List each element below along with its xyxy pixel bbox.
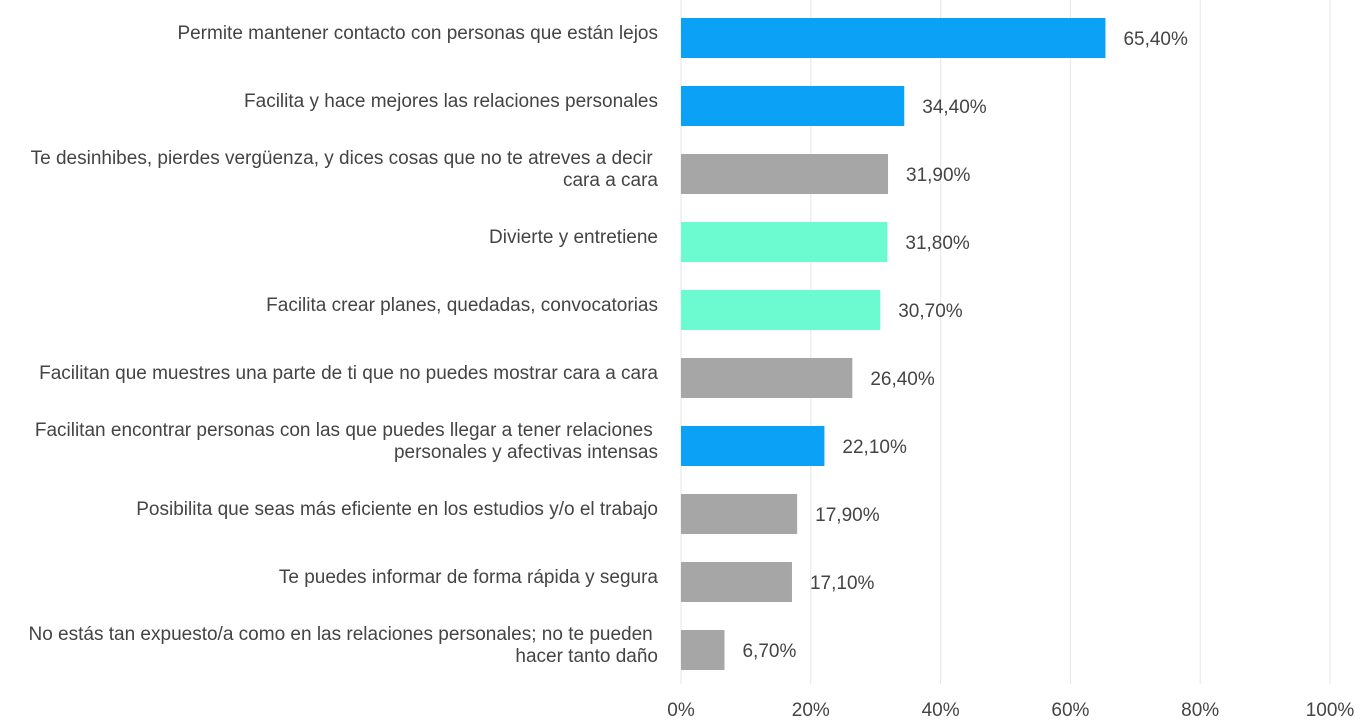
- label-line: Posibilita que seas más eficiente en los…: [136, 499, 658, 520]
- bar: [681, 426, 825, 466]
- value-label: 26,40%: [870, 369, 935, 390]
- y-tick-label: Divierte y entretiene: [489, 227, 658, 248]
- value-label: 31,90%: [906, 165, 971, 186]
- y-tick-label: Facilitan encontrar personas con las que…: [35, 420, 658, 463]
- y-tick-label: Posibilita que seas más eficiente en los…: [136, 499, 658, 520]
- y-tick-label: Te puedes informar de forma rápida y seg…: [279, 567, 659, 588]
- bar: [681, 358, 853, 398]
- y-tick-label: Facilita y hace mejores las relaciones p…: [244, 91, 658, 112]
- x-tick-label: 40%: [922, 700, 960, 721]
- label-line: Te desinhibes, pierdes vergüenza, y dice…: [31, 148, 658, 169]
- value-label: 65,40%: [1123, 29, 1188, 50]
- label-line: No estás tan expuesto/a como en las rela…: [28, 624, 658, 645]
- value-label: 17,10%: [810, 573, 875, 594]
- bar: [681, 494, 798, 534]
- bar: [681, 18, 1106, 58]
- label-line: personales y afectivas intensas: [394, 442, 658, 463]
- label-line: Te puedes informar de forma rápida y seg…: [279, 567, 659, 588]
- label-line: Facilitan encontrar personas con las que…: [35, 420, 658, 441]
- value-label: 6,70%: [742, 641, 796, 662]
- value-label: 31,80%: [905, 233, 970, 254]
- bar: [681, 86, 905, 126]
- label-line: Facilita y hace mejores las relaciones p…: [244, 91, 658, 112]
- x-tick-label: 80%: [1181, 700, 1219, 721]
- x-tick-label: 20%: [792, 700, 830, 721]
- x-tick-label: 60%: [1051, 700, 1089, 721]
- bar: [681, 290, 881, 330]
- bar: [681, 630, 725, 670]
- label-line: cara a cara: [563, 170, 658, 191]
- value-label: 34,40%: [922, 97, 987, 118]
- x-tick-label: 100%: [1306, 700, 1355, 721]
- label-line: Divierte y entretiene: [489, 227, 658, 248]
- y-tick-label: Te desinhibes, pierdes vergüenza, y dice…: [31, 148, 659, 191]
- y-tick-label: Facilita crear planes, quedadas, convoca…: [266, 295, 658, 316]
- value-label: 30,70%: [898, 301, 963, 322]
- value-label: 17,90%: [815, 505, 880, 526]
- bar: [681, 222, 888, 262]
- label-line: hacer tanto daño: [515, 646, 658, 667]
- x-tick-label: 0%: [667, 700, 695, 721]
- bar: [681, 154, 889, 194]
- value-label: 22,10%: [842, 437, 907, 458]
- label-line: Facilitan que muestres una parte de ti q…: [39, 363, 658, 384]
- y-tick-label: Facilitan que muestres una parte de ti q…: [39, 363, 658, 384]
- y-tick-label: Permite mantener contacto con personas q…: [177, 23, 658, 44]
- label-line: Permite mantener contacto con personas q…: [177, 23, 658, 44]
- y-tick-label: No estás tan expuesto/a como en las rela…: [28, 624, 658, 667]
- bar: [681, 562, 792, 602]
- label-line: Facilita crear planes, quedadas, convoca…: [266, 295, 658, 316]
